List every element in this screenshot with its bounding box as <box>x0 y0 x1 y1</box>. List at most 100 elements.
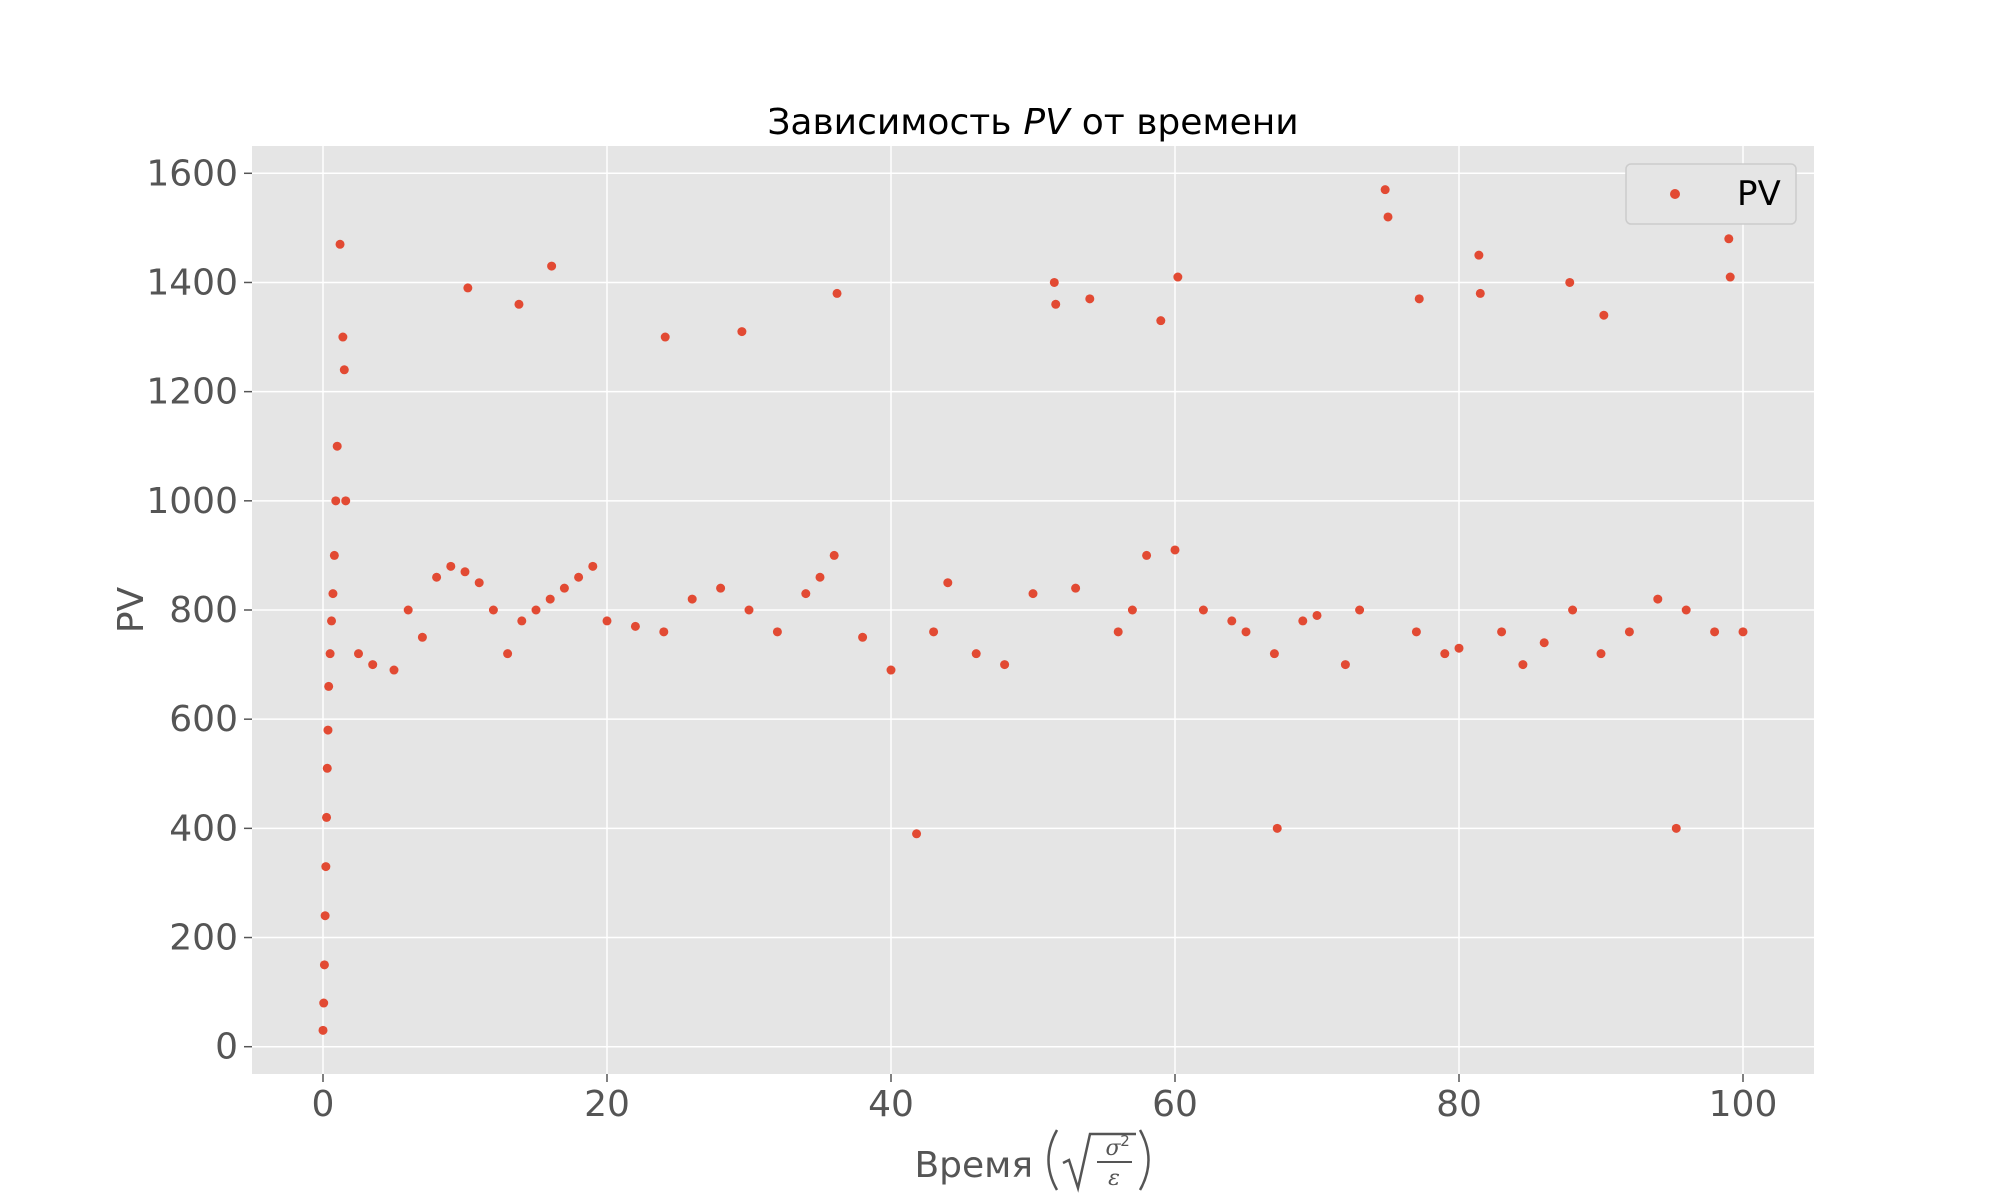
y-axis-ticks: 0 200 400 600 800 1000 1200 1400 1600 <box>146 153 252 1068</box>
data-point <box>460 567 470 577</box>
data-point <box>1071 583 1081 593</box>
data-point <box>325 649 335 659</box>
data-point <box>1681 605 1691 615</box>
data-point <box>329 550 339 560</box>
data-points <box>318 185 1748 1035</box>
data-point <box>1565 277 1575 287</box>
data-point <box>322 812 332 822</box>
data-point <box>1497 627 1507 637</box>
x-axis-label-formula: σ 2 ε <box>1047 1129 1150 1193</box>
data-point <box>339 365 349 375</box>
x-tick-label: 20 <box>584 1084 630 1125</box>
data-point <box>602 616 612 626</box>
data-point <box>354 649 363 659</box>
x-tick-label: 80 <box>1436 1084 1482 1125</box>
data-point <box>1241 627 1251 637</box>
data-point <box>321 862 331 872</box>
data-point <box>659 627 669 637</box>
data-point <box>517 616 527 626</box>
data-point <box>328 589 338 599</box>
title-variable: PV <box>1023 102 1072 143</box>
data-point <box>1518 660 1528 670</box>
x-tick-label: 0 <box>312 1084 335 1125</box>
legend-marker <box>1670 189 1680 199</box>
data-point <box>320 911 330 921</box>
data-point <box>588 561 598 571</box>
data-point <box>1624 627 1634 637</box>
data-point <box>1085 294 1095 304</box>
y-tick-label: 200 <box>169 918 238 959</box>
data-point <box>368 660 378 670</box>
data-point <box>319 960 329 970</box>
legend: PV <box>1625 163 1797 225</box>
data-point <box>1000 660 1010 670</box>
data-point <box>858 632 868 642</box>
data-point <box>1411 627 1421 637</box>
data-point <box>815 572 825 582</box>
data-point <box>1475 288 1485 298</box>
data-point <box>1156 316 1166 326</box>
data-point <box>318 1025 328 1035</box>
data-point <box>1113 627 1123 637</box>
data-point <box>1653 594 1663 604</box>
data-point <box>463 283 473 293</box>
data-point <box>574 572 584 582</box>
data-point <box>1454 643 1464 653</box>
data-point <box>1725 272 1735 282</box>
data-point <box>1298 616 1308 626</box>
data-point <box>417 632 427 642</box>
title-suffix: от времени <box>1082 102 1299 143</box>
data-point <box>1198 605 1208 615</box>
data-point <box>687 594 697 604</box>
data-point <box>1440 649 1450 659</box>
data-point <box>829 550 839 560</box>
data-point <box>503 649 513 659</box>
data-point <box>1724 234 1734 244</box>
data-point <box>929 627 939 637</box>
data-point <box>1051 299 1061 309</box>
data-point <box>1227 616 1237 626</box>
x-axis-ticks: 0 20 40 60 80 100 <box>312 1074 1778 1125</box>
data-point <box>1170 545 1180 555</box>
grid-lines <box>252 146 1814 1074</box>
data-point <box>559 583 569 593</box>
data-point <box>514 299 524 309</box>
data-point <box>1599 310 1609 320</box>
data-point <box>1269 649 1279 659</box>
svg-text:σ: σ <box>1105 1136 1121 1161</box>
data-point <box>474 578 484 588</box>
svg-text:ε: ε <box>1108 1166 1120 1191</box>
data-point <box>744 605 754 615</box>
y-tick-label: 1200 <box>146 372 238 413</box>
title-prefix: Зависимость <box>767 102 1011 143</box>
data-point <box>1127 605 1137 615</box>
data-point <box>324 681 334 691</box>
data-point <box>531 605 541 615</box>
x-tick-label: 100 <box>1709 1084 1778 1125</box>
data-point <box>1596 649 1606 659</box>
data-point <box>1539 638 1549 648</box>
data-point <box>660 332 670 342</box>
data-point <box>1049 277 1059 287</box>
data-point <box>1380 185 1390 195</box>
data-point <box>1340 660 1350 670</box>
data-point <box>1272 823 1282 833</box>
data-point <box>1710 627 1720 637</box>
data-point <box>737 327 747 337</box>
data-point <box>801 589 811 599</box>
data-point <box>327 616 337 626</box>
data-point <box>335 239 345 249</box>
y-tick-label: 1600 <box>146 153 238 194</box>
data-point <box>1355 605 1365 615</box>
data-point <box>716 583 726 593</box>
data-point <box>1383 212 1393 222</box>
data-point <box>323 725 333 735</box>
data-point <box>488 605 498 615</box>
data-point <box>832 288 842 298</box>
x-tick-label: 40 <box>868 1084 914 1125</box>
data-point <box>772 627 782 637</box>
data-point <box>332 441 342 451</box>
data-point <box>1414 294 1424 304</box>
data-point <box>1671 823 1681 833</box>
